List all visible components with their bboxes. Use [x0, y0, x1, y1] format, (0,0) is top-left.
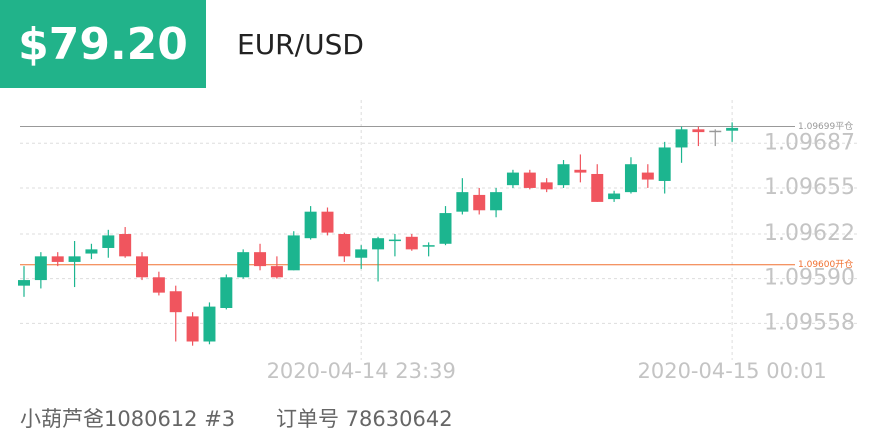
candle-body: [237, 252, 250, 278]
candle-body: [692, 129, 705, 133]
candle-body: [338, 234, 351, 257]
candle-body: [18, 280, 30, 286]
candle-body: [473, 194, 486, 211]
candle-body: [287, 235, 300, 271]
candle-body: [439, 213, 452, 244]
y-tick-label: 1.09687: [764, 130, 855, 155]
candle-body: [624, 164, 637, 193]
candle-body: [321, 211, 334, 233]
candle-body: [658, 147, 671, 181]
y-tick-label: 1.09590: [764, 266, 855, 291]
candle-body: [119, 234, 132, 257]
candle-body: [85, 249, 98, 254]
candle-body: [557, 164, 570, 186]
candle-body: [608, 193, 621, 200]
user: 小葫芦爸1080612 #3: [20, 407, 235, 431]
x-tick-label: 2020-04-15 00:01: [637, 359, 826, 383]
candle-body: [254, 252, 267, 267]
y-tick-label: 1.09655: [764, 175, 855, 200]
candle-body: [220, 277, 233, 308]
candle-body: [574, 169, 587, 173]
candle-body: [709, 130, 722, 133]
candle-body: [304, 211, 317, 239]
candle-body: [506, 172, 519, 186]
candle-body: [102, 235, 115, 248]
x-tick-label: 2020-04-14 23:39: [267, 359, 456, 383]
candle-body: [186, 316, 199, 342]
candle-body: [355, 249, 368, 258]
candle-body: [388, 239, 401, 242]
candle-body: [490, 192, 503, 211]
candle-body: [203, 306, 216, 342]
candle-body: [270, 266, 283, 278]
y-tick-label: 1.09558: [764, 310, 855, 335]
candle-body: [523, 172, 536, 188]
candle-body: [51, 256, 64, 262]
candle-body: [405, 236, 418, 250]
candle-body: [169, 291, 182, 313]
candle-body: [136, 256, 149, 278]
candle-body: [456, 192, 469, 212]
ref-label: 1.09600开仓: [798, 258, 853, 270]
candle-body: [422, 245, 435, 247]
candle-body: [591, 173, 604, 202]
candle-body: [641, 172, 654, 180]
candle-body: [152, 277, 165, 293]
candle-body: [675, 129, 688, 148]
symbol: EUR/USD: [237, 28, 364, 61]
order: 订单号 78630642: [276, 407, 453, 431]
candle-body: [726, 127, 739, 131]
amount-badge: [0, 0, 206, 88]
ref-label: 1.09699平仓: [798, 120, 853, 132]
candle-body: [68, 256, 81, 262]
amount: $79.20: [18, 19, 188, 70]
candle-body: [540, 182, 553, 190]
candle-body: [372, 238, 385, 250]
plot: 1.09558 1.09590 1.09622 1.09655 1.09687 2020-…: [18, 100, 860, 383]
candle-body: [34, 256, 47, 281]
y-tick-label: 1.09622: [764, 221, 855, 246]
